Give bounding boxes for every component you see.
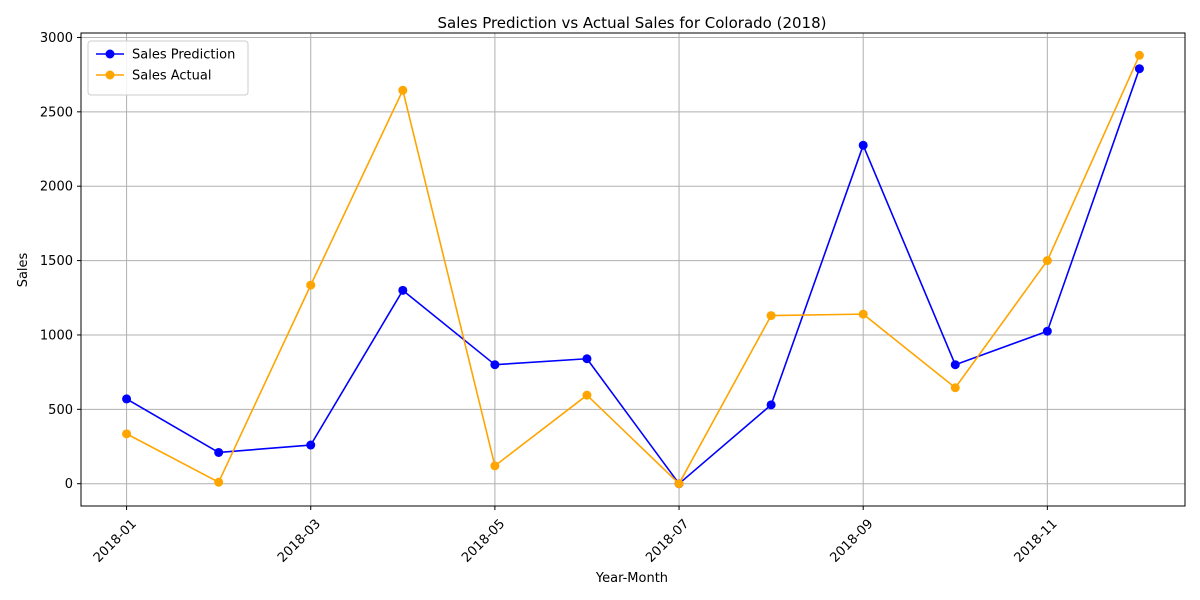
y-tick-label: 0	[65, 477, 73, 492]
legend-swatch-marker	[105, 70, 115, 80]
y-tick-label: 1000	[40, 328, 73, 343]
series-line	[126, 68, 1141, 485]
data-point	[122, 429, 132, 439]
data-point	[858, 140, 868, 150]
data-point	[1134, 64, 1144, 74]
data-point	[398, 285, 408, 295]
x-tick-label: 2018-03	[275, 517, 324, 566]
data-point	[398, 85, 408, 95]
legend-label: Sales Actual	[132, 69, 211, 84]
data-point	[766, 311, 776, 321]
legend: Sales Prediction Sales Actual	[87, 40, 249, 96]
x-axis-title: Year-Month	[595, 571, 668, 586]
data-point	[582, 390, 592, 400]
x-tick-label: 2018-05	[459, 517, 508, 566]
data-point	[674, 479, 684, 489]
data-point	[214, 477, 224, 487]
data-point	[858, 309, 868, 319]
data-point	[950, 383, 960, 393]
x-tick-label: 2018-11	[1012, 517, 1061, 566]
x-tick-label: 2018-01	[91, 517, 140, 566]
series	[122, 50, 1144, 489]
plot-frame	[80, 32, 1186, 507]
legend-swatch-marker	[105, 49, 115, 59]
y-tick-label: 2000	[40, 180, 73, 195]
series-1	[122, 64, 1144, 489]
data-point	[306, 440, 316, 450]
y-tick-label: 1500	[40, 254, 73, 269]
series-line	[126, 54, 1141, 485]
grid	[81, 33, 1185, 506]
data-point	[766, 400, 776, 410]
y-axis-title: Sales	[16, 252, 31, 287]
legend-item: Sales Actual	[96, 69, 211, 84]
data-point	[490, 461, 500, 471]
data-point	[214, 447, 224, 457]
x-tick-label: 2018-09	[827, 517, 876, 566]
chart-title: Sales Prediction vs Actual Sales for Col…	[438, 14, 827, 32]
data-point	[1042, 256, 1052, 266]
data-point	[1134, 50, 1144, 60]
data-point	[582, 354, 592, 364]
data-point	[306, 280, 316, 290]
y-tick-label: 3000	[40, 31, 73, 46]
data-point	[490, 360, 500, 370]
y-tick-label: 2500	[40, 105, 73, 120]
legend-label: Sales Prediction	[132, 48, 235, 63]
data-point	[950, 360, 960, 370]
data-point	[1042, 326, 1052, 336]
series-2	[122, 50, 1144, 489]
axes: 0 500 1000 1500 2000 2500 3000 2018-01 2018-03 20…	[40, 31, 1186, 566]
legend-item: Sales Prediction	[96, 48, 235, 63]
x-tick-label: 2018-07	[643, 517, 692, 566]
legend-box	[87, 40, 249, 96]
data-point	[122, 394, 132, 404]
y-tick-label: 500	[48, 403, 73, 418]
